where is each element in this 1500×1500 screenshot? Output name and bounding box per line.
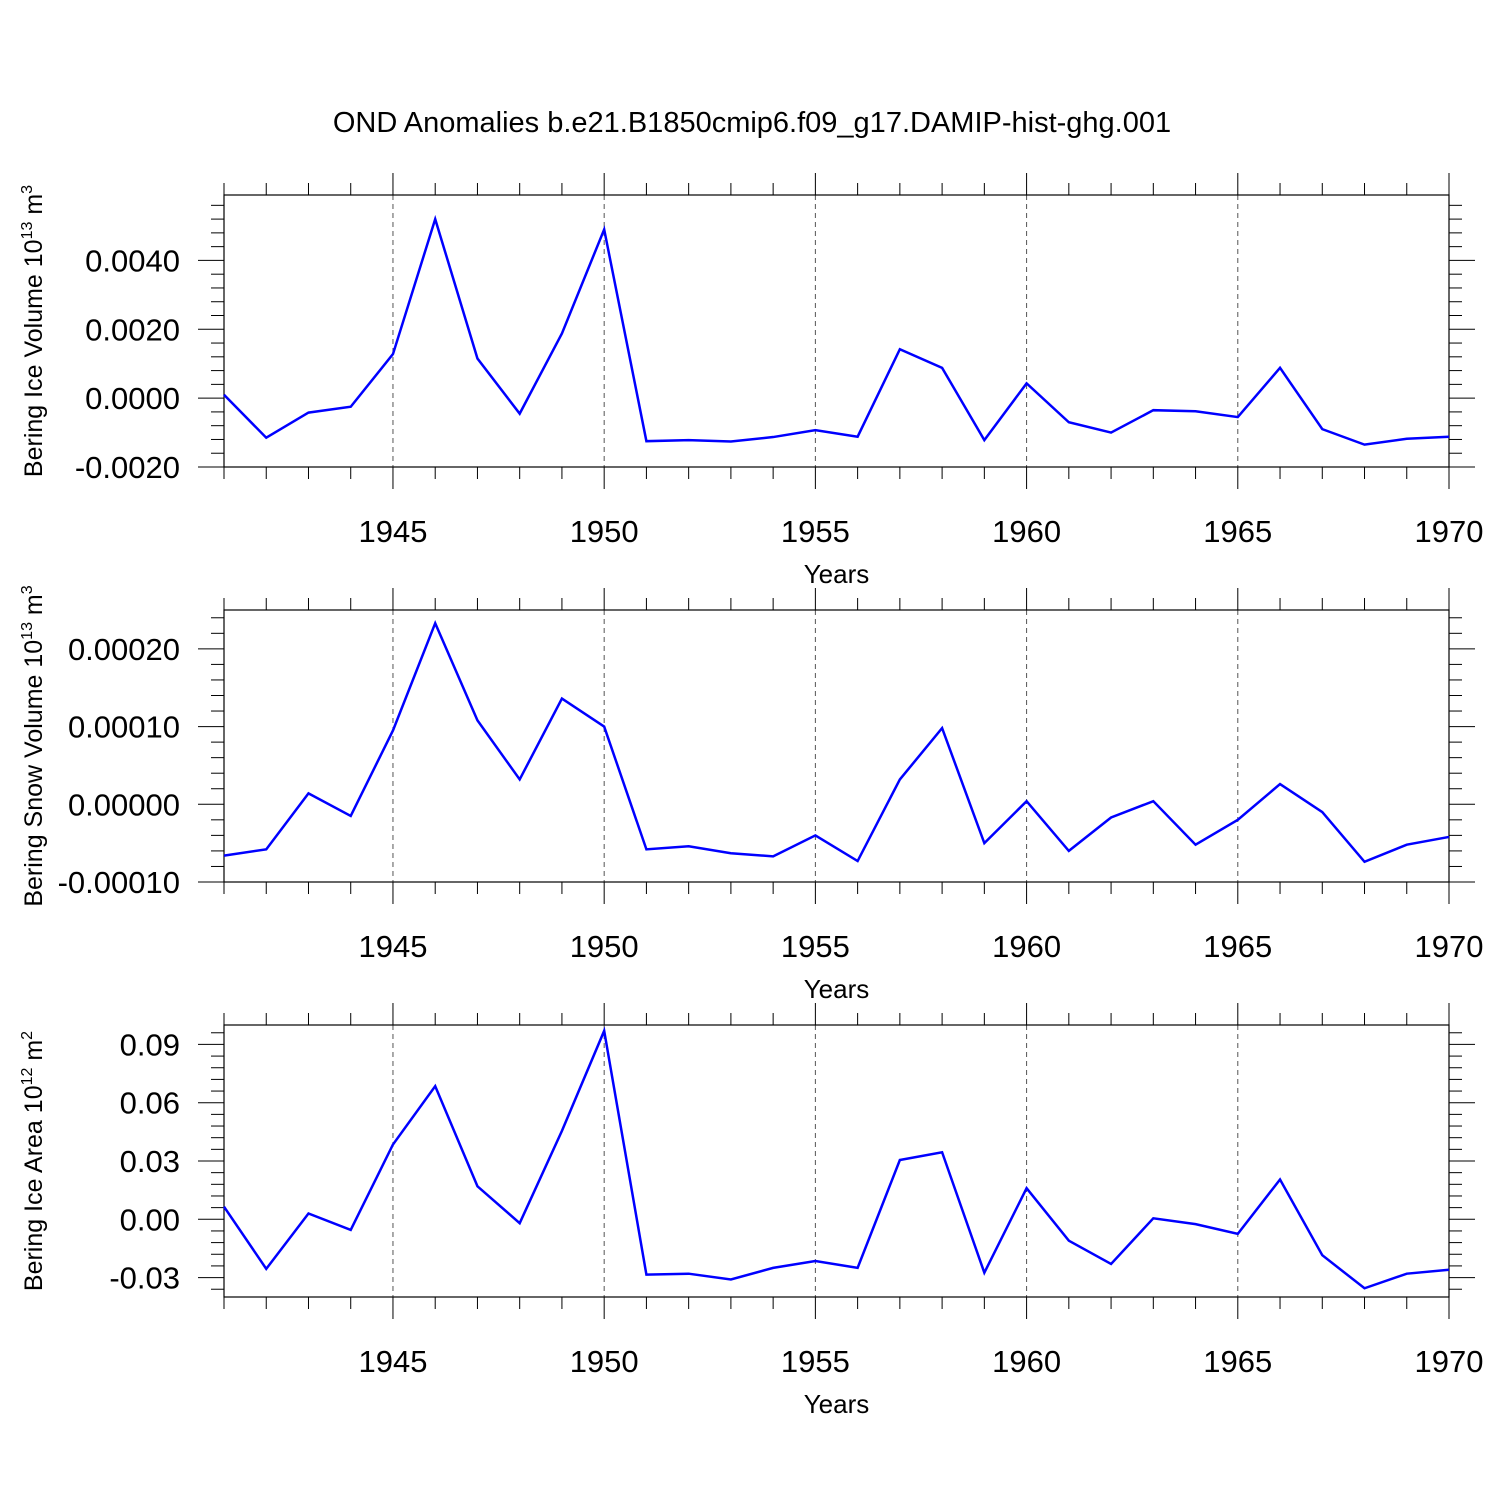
x-tick-label: 1950: [570, 514, 639, 549]
y-axis-label-exponent: 13: [19, 622, 36, 640]
x-tick-label: 1955: [781, 1344, 850, 1379]
y-tick-label: 0.09: [120, 1027, 180, 1062]
x-tick-label: 1970: [1415, 929, 1484, 964]
y-axis-label: Bering Ice Volume 1013 m3: [19, 185, 48, 477]
plot-frame: [223, 609, 1450, 883]
plot-frame: [223, 1024, 1450, 1298]
y-tick-label: 0.00000: [68, 787, 180, 822]
x-axis-label: Years: [804, 974, 870, 1004]
y-axis-label-unit-exponent: 3: [19, 585, 36, 594]
y-tick-label: 0.0000: [85, 381, 180, 416]
plot-frame: [223, 194, 1450, 468]
x-tick-label: 1950: [570, 929, 639, 964]
y-axis-label-unit: m: [20, 594, 48, 622]
series-line-snow-volume: [223, 619, 1450, 864]
y-axis-label: Bering Snow Volume 1013 m3: [19, 585, 48, 906]
y-axis-label-exponent: 12: [19, 1067, 36, 1085]
y-axis-label-unit-exponent: 2: [19, 1031, 36, 1040]
x-tick-label: 1945: [358, 514, 427, 549]
y-axis-label-unit: m: [20, 1040, 48, 1068]
y-tick-label: -0.0020: [75, 450, 180, 485]
x-tick-label: 1960: [992, 1344, 1061, 1379]
y-tick-label: -0.00010: [58, 865, 180, 900]
x-tick-label: 1960: [992, 514, 1061, 549]
x-tick-label: 1960: [992, 929, 1061, 964]
x-tick-label: 1950: [570, 1344, 639, 1379]
series-line-ice-area: [222, 1026, 1450, 1290]
y-tick-label: 0.0020: [85, 312, 180, 347]
x-tick-label: 1965: [1203, 929, 1272, 964]
y-axis-label-text: Bering Ice Volume 10: [20, 239, 48, 477]
panels-container: 1945 1950 1955 1960 1965 1970 Years -0.0020 0.00…: [19, 173, 1483, 1419]
y-axis-label-unit: m: [20, 194, 48, 222]
y-tick-label: -0.03: [109, 1261, 180, 1296]
x-tick-label: 1945: [358, 1344, 427, 1379]
panel-snow-volume: 1945 1950 1955 1960 1965 1970 Years -0.00010 0.0…: [19, 585, 1483, 1004]
y-tick-label: 0.06: [120, 1086, 180, 1121]
x-tick-label: 1955: [781, 929, 850, 964]
x-axis-label: Years: [804, 559, 870, 589]
x-tick-label: 1970: [1415, 514, 1484, 549]
x-tick-label: 1965: [1203, 514, 1272, 549]
y-axis-label-unit-exponent: 3: [19, 185, 36, 194]
y-tick-label: 0.03: [120, 1144, 180, 1179]
y-tick-label: 0.0040: [85, 243, 180, 278]
panel-ice-volume: 1945 1950 1955 1960 1965 1970 Years -0.0020 0.00…: [19, 173, 1483, 589]
y-axis-label-exponent: 13: [19, 222, 36, 240]
y-tick-label: 0.00020: [68, 632, 180, 667]
panel-ice-area: 1945 1950 1955 1960 1965 1970 Years -0.03 0.00 0.…: [19, 1003, 1483, 1419]
x-tick-label: 1955: [781, 514, 850, 549]
y-axis-label: Bering Ice Area 1012 m2: [19, 1031, 48, 1291]
x-tick-label: 1945: [358, 929, 427, 964]
y-tick-label: 0.00010: [68, 710, 180, 745]
figure-title: OND Anomalies b.e21.B1850cmip6.f09_g17.D…: [333, 107, 1171, 139]
y-tick-label: 0.00: [120, 1202, 180, 1237]
y-axis-label-text: Bering Ice Area 10: [20, 1085, 48, 1291]
y-axis-label-text: Bering Snow Volume 10: [20, 640, 48, 907]
series-line-ice-volume: [223, 214, 1450, 446]
x-axis-label: Years: [804, 1389, 870, 1419]
x-tick-label: 1965: [1203, 1344, 1272, 1379]
x-tick-label: 1970: [1415, 1344, 1484, 1379]
